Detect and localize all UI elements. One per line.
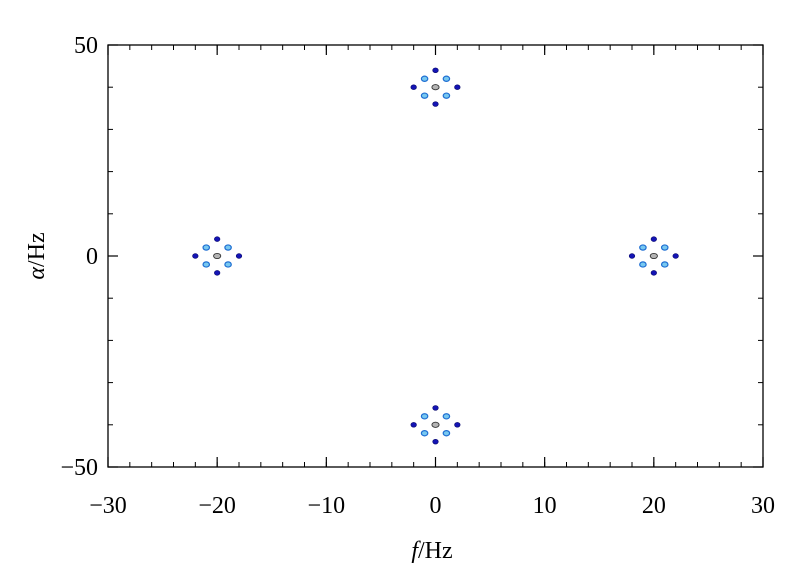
- x-tick-label: −10: [308, 493, 346, 519]
- data-point-dark: [650, 236, 657, 242]
- x-tick-labels: −30 −20 −10 0 10 20 30: [89, 493, 775, 519]
- plot-frame: [107, 44, 764, 468]
- x-tick-label: −30: [89, 493, 127, 519]
- data-point-center: [431, 421, 440, 428]
- data-point-light: [660, 244, 669, 251]
- data-point-dark: [454, 84, 461, 90]
- y-axis-title: α/Hz: [24, 232, 50, 279]
- data-point-dark: [192, 253, 199, 259]
- data-point-dark: [432, 438, 439, 445]
- data-point-dark: [214, 236, 221, 242]
- minor-ticks: [107, 44, 764, 468]
- data-point-dark: [432, 405, 439, 411]
- data-point-dark: [432, 67, 439, 74]
- data-point-dark: [454, 422, 461, 428]
- data-point-dark: [235, 253, 243, 259]
- y-axis-symbol: α: [24, 267, 50, 280]
- data-point-light: [224, 244, 232, 251]
- data-point-dark: [410, 84, 417, 90]
- data-point-light: [442, 413, 451, 420]
- x-axis-title: f/Hz: [411, 538, 452, 564]
- data-point-light: [442, 75, 451, 82]
- data-point-dark: [410, 422, 417, 428]
- x-tick-label: 30: [751, 493, 775, 519]
- data-point-dark: [214, 270, 221, 276]
- x-axis-unit: /Hz: [418, 538, 453, 564]
- data-point-light: [420, 75, 429, 82]
- data-point-light: [639, 244, 647, 251]
- data-point-dark: [672, 253, 679, 259]
- x-tick-label: 20: [642, 493, 666, 519]
- data-point-light: [639, 261, 647, 268]
- y-axis-unit: /Hz: [24, 232, 50, 267]
- data-point-dark: [650, 270, 657, 276]
- data-point-light: [660, 261, 669, 268]
- data-point-center: [213, 252, 222, 260]
- plot-frame-group: [107, 44, 764, 468]
- y-tick-label: 0: [86, 244, 98, 270]
- data-point-light: [202, 261, 211, 268]
- major-ticks: [107, 44, 764, 468]
- data-point-dark: [628, 253, 636, 259]
- data-point-light: [420, 92, 429, 99]
- y-tick-labels: −50 0 50: [60, 33, 98, 481]
- x-tick-label: 0: [430, 493, 442, 519]
- y-tick-label: −50: [60, 455, 98, 481]
- x-tick-label: 10: [533, 493, 557, 519]
- y-tick-label: 50: [74, 33, 98, 59]
- data-point-center: [649, 252, 658, 260]
- data-point-light: [420, 413, 429, 420]
- data-point-light: [224, 261, 232, 268]
- x-axis-symbol: f: [411, 538, 421, 564]
- data-point-center: [431, 84, 440, 91]
- data-point-light: [202, 244, 211, 251]
- data-point-light: [442, 92, 451, 99]
- x-tick-label: −20: [198, 493, 236, 519]
- data-points: [192, 67, 679, 445]
- data-point-dark: [432, 101, 439, 107]
- data-point-light: [442, 430, 451, 437]
- data-point-light: [420, 430, 429, 437]
